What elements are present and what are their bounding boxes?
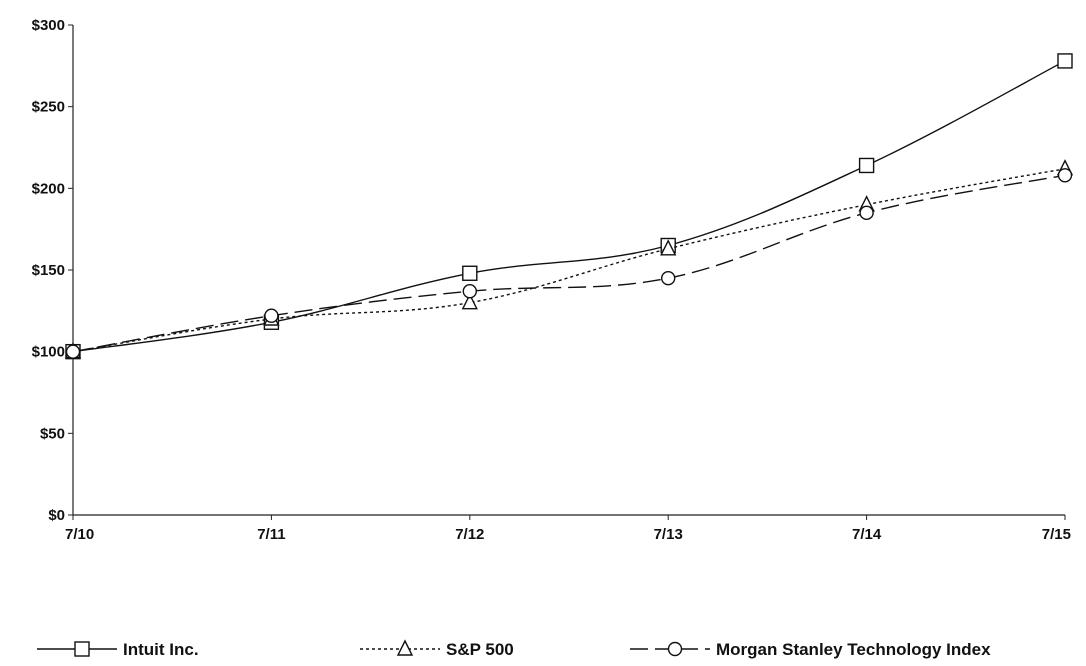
series-triangle	[64, 159, 1074, 359]
y-tick-label: $100	[32, 344, 65, 361]
series-line	[72, 168, 1066, 353]
data-point	[264, 308, 279, 323]
legend-item: Intuit Inc.	[37, 640, 199, 659]
series-line	[72, 174, 1066, 353]
legend-label: S&P 500	[446, 640, 514, 659]
x-tick-label: 7/13	[654, 526, 683, 543]
legend-label: Morgan Stanley Technology Index	[716, 640, 991, 659]
x-tick-label: 7/14	[852, 526, 882, 543]
legend: Intuit Inc. S&P 500 Morgan Stanley Technol…	[37, 639, 991, 659]
data-point	[462, 284, 477, 299]
chart-axes	[72, 25, 1065, 516]
data-point	[461, 293, 478, 310]
x-tick-label: 7/15	[1042, 526, 1071, 543]
data-point	[1057, 168, 1073, 183]
x-tick-label: 7/11	[257, 526, 285, 543]
series-layer	[64, 53, 1074, 360]
legend-marker	[74, 641, 90, 657]
y-tick-label: $50	[40, 425, 65, 442]
series-line	[72, 60, 1066, 353]
data-point	[65, 344, 81, 359]
x-tick-label: 7/10	[65, 526, 94, 543]
legend-label: Intuit Inc.	[123, 640, 199, 659]
x-tick-label: 7/12	[455, 526, 484, 543]
data-point	[859, 205, 874, 221]
legend-item: Morgan Stanley Technology Index	[630, 640, 991, 659]
series-circle	[65, 168, 1073, 359]
y-tick-label: $200	[32, 180, 65, 197]
y-tick-label: $0	[48, 507, 65, 524]
data-point	[462, 265, 478, 281]
legend-marker	[667, 641, 683, 657]
legend-marker	[396, 639, 414, 656]
data-point	[661, 270, 676, 286]
data-point	[1057, 53, 1073, 69]
y-axis-ticks: $0 $50 $100 $150 $200 $250 $300	[32, 17, 73, 524]
series-square	[65, 53, 1073, 360]
data-point	[858, 157, 875, 174]
y-tick-label: $150	[32, 262, 65, 279]
x-axis-ticks: 7/10 7/11 7/12 7/13 7/14 7/15	[65, 515, 1071, 543]
legend-item: S&P 500	[360, 639, 514, 659]
data-point	[660, 239, 677, 256]
y-tick-label: $250	[32, 99, 65, 116]
y-tick-label: $300	[32, 17, 65, 34]
